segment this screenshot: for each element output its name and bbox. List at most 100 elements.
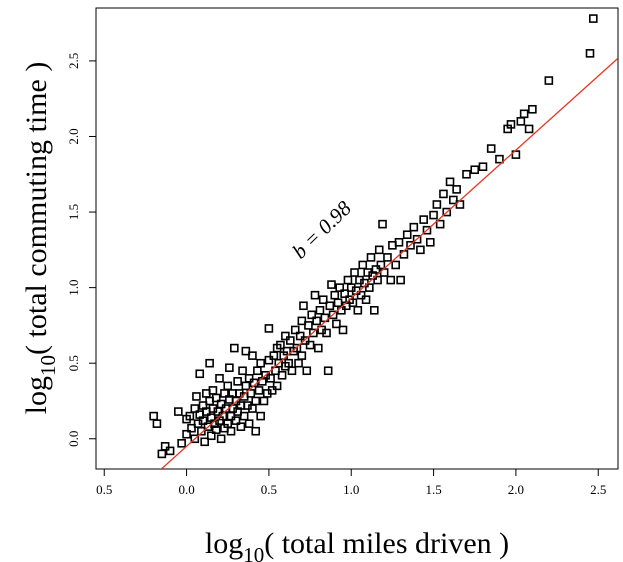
y-tick-label: 0.0 [66,431,81,447]
data-point [409,222,419,232]
data-point [399,250,409,259]
data-point [327,280,336,289]
data-point [366,253,376,262]
x-axis-title: log10( total miles driven ) [205,527,509,562]
data-point [300,336,310,345]
data-point [310,290,320,300]
data-point [149,411,158,421]
data-point [439,189,448,199]
y-tick-label: 2.0 [66,128,81,144]
data-point [386,275,396,285]
data-point [233,377,242,386]
data-point [376,260,386,270]
y-axis-title-text: ( total commuting time ) [20,62,53,355]
regression-line [160,57,618,469]
data-point [305,340,315,350]
data-point [215,374,224,383]
data-point [429,210,438,220]
data-point [248,351,257,360]
data-point [322,328,331,338]
data-point [197,426,206,436]
data-point [307,310,317,320]
data-point [358,260,368,270]
x-tick-label: 0.5 [96,482,112,497]
data-point [246,389,256,398]
data-point [185,411,195,421]
data-point [259,396,269,406]
data-point [394,237,404,247]
data-point [462,169,471,179]
data-point [264,355,274,365]
data-point [452,185,461,194]
data-point [516,117,526,126]
data-point [226,426,236,436]
data-point [211,425,221,435]
data-point [269,351,279,360]
data-point [445,177,455,187]
data-point [200,437,209,447]
data-point [323,366,333,376]
data-point [495,154,504,164]
data-point [506,120,516,129]
data-point [244,374,254,383]
data-point [157,449,167,459]
y-axis-title-prefix: log [20,376,53,414]
data-point [251,396,261,406]
data-point [343,275,353,285]
data-point [585,49,595,58]
data-point [256,411,265,421]
data-point [241,381,251,391]
data-point [190,404,200,413]
data-point [396,275,405,285]
data-point [254,386,264,395]
y-tick-label: 0.5 [66,355,81,371]
x-axis-title-subscript: 10 [243,543,264,562]
data-point [286,336,295,345]
data-point [152,419,162,428]
data-point [335,283,345,292]
data-point [544,76,554,85]
data-point [174,407,183,416]
y-axis-title-subscript: 10 [36,355,60,376]
data-point [281,331,290,341]
data-point [299,301,308,311]
data-point [422,225,432,235]
data-point [225,363,234,373]
data-point [198,416,208,425]
x-tick-label: 0.5 [261,482,277,497]
data-point [374,245,384,255]
data-point [302,366,312,376]
data-point [304,321,313,330]
data-point [251,426,261,436]
data-point [216,434,226,444]
data-point [391,260,400,270]
data-point [361,295,371,305]
data-point [238,366,247,376]
data-point [325,301,335,311]
data-point [239,411,249,421]
data-point [478,162,488,172]
data-point [416,245,425,255]
data-point [297,351,307,360]
data-point [588,14,598,23]
data-point [314,343,323,353]
data-point [432,200,442,209]
data-point [348,298,358,308]
data-point [369,305,379,315]
x-tick-label: 1.5 [425,482,441,497]
data-point [253,366,262,376]
data-point [318,295,328,305]
x-axis: 0.5 0.0 0.5 1.0 1.5 2.0 2.5 [96,469,606,497]
data-point [340,289,349,298]
x-tick-label: 2.5 [590,482,606,497]
x-axis-title-text: ( total miles driven ) [264,527,509,560]
x-axis-title-prefix: log [205,527,243,560]
data-point [330,290,340,300]
data-point [297,316,307,326]
data-point [406,241,415,250]
data-point [290,325,300,335]
data-point [231,416,241,425]
data-point [528,104,537,114]
data-point [211,393,221,403]
